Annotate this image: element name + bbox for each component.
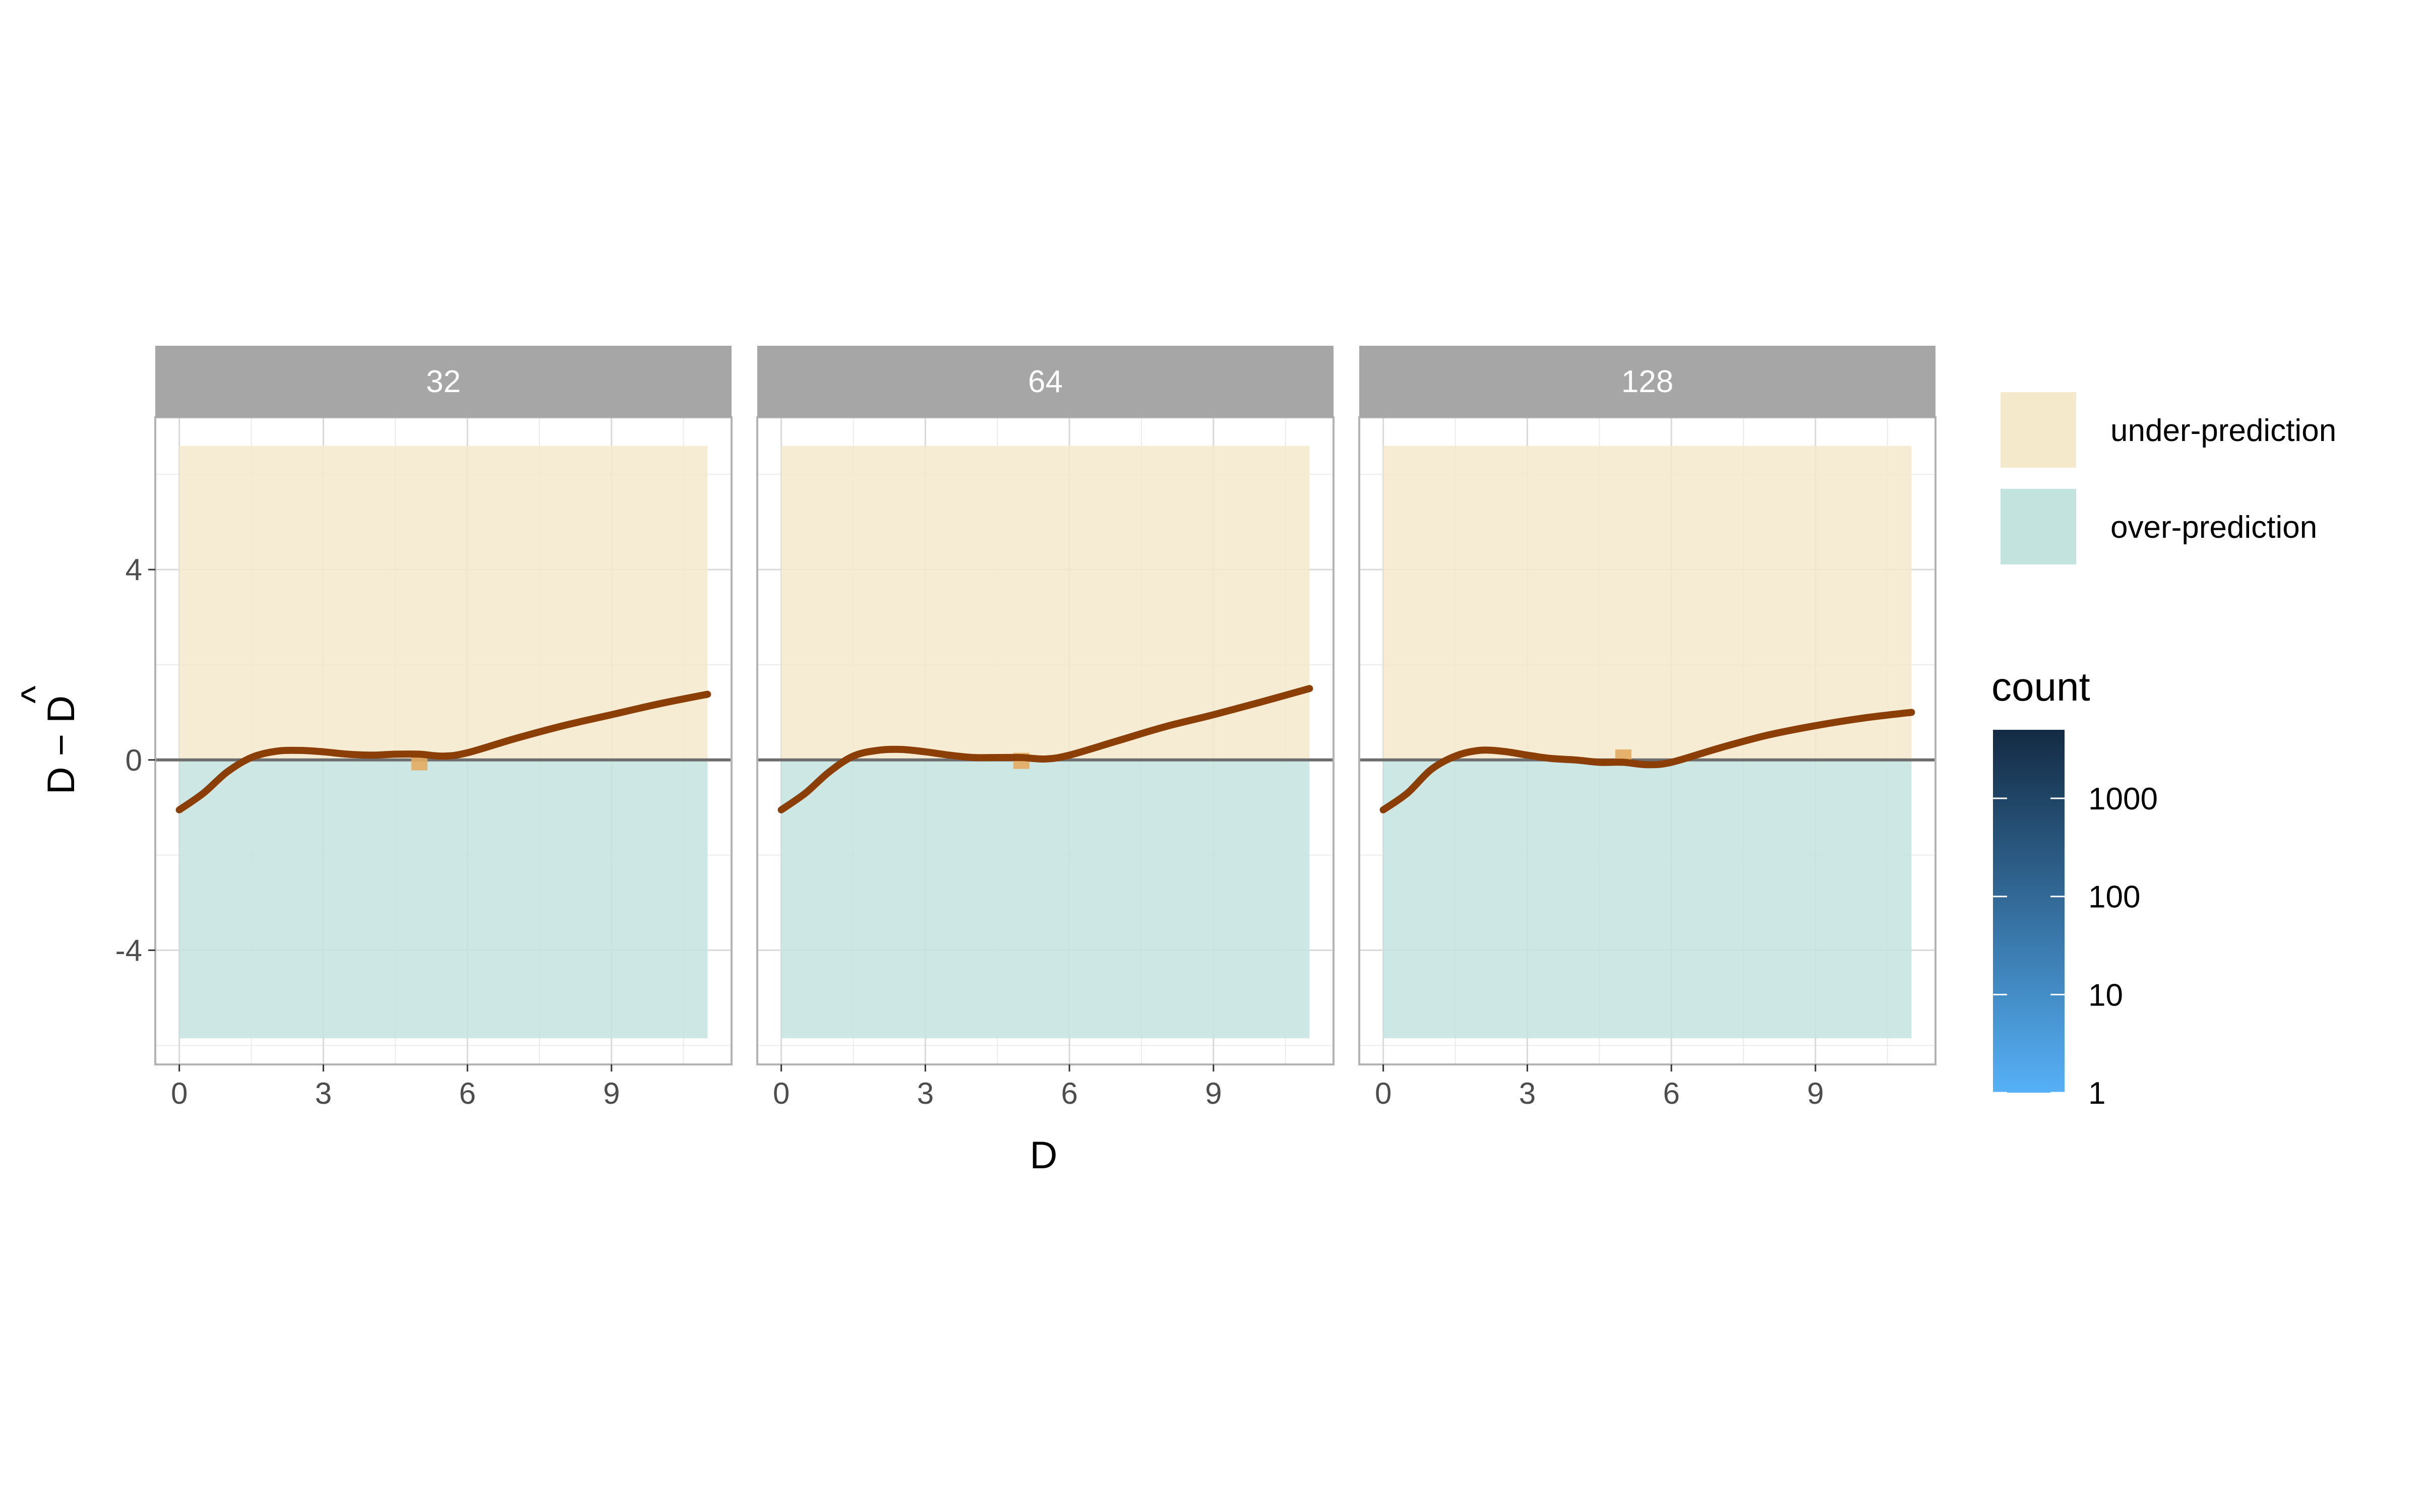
facet-strip-label: 128 bbox=[1621, 364, 1673, 399]
facet-strip bbox=[1359, 346, 1935, 417]
facet-strip-label: 32 bbox=[426, 364, 461, 399]
legend-key-under-prediction bbox=[2001, 392, 2076, 468]
y-axis-title-hat: ^ bbox=[14, 685, 56, 704]
region-under-prediction bbox=[179, 446, 708, 760]
colorbar-gradient bbox=[1993, 730, 2065, 1093]
colorbar-label: 10 bbox=[2088, 978, 2123, 1013]
x-tick-label: 6 bbox=[459, 1077, 475, 1110]
x-tick-label: 0 bbox=[773, 1077, 790, 1110]
y-tick-label: 0 bbox=[126, 743, 142, 777]
x-tick-label: 0 bbox=[171, 1077, 188, 1110]
legend-label-over-prediction: over-prediction bbox=[2110, 510, 2317, 545]
colorbar-label: 100 bbox=[2088, 880, 2140, 915]
x-axis-title: D bbox=[1030, 1134, 1058, 1177]
colorbar-label: 1 bbox=[2088, 1076, 2105, 1111]
x-tick-label: 6 bbox=[1663, 1077, 1679, 1110]
y-axis-title: D − D ^ bbox=[14, 685, 83, 794]
x-tick-label: 3 bbox=[917, 1077, 934, 1110]
y-axis-title-base: D − D bbox=[40, 696, 83, 794]
legend-key-over-prediction bbox=[2001, 489, 2076, 564]
smooth-curve bbox=[777, 685, 1313, 813]
facet-strip bbox=[757, 346, 1334, 417]
x-tick-label: 6 bbox=[1061, 1077, 1077, 1110]
facet-panel-32: 32 0 3 6 9 -4 0 4 bbox=[115, 346, 733, 1110]
y-tick-label: 4 bbox=[126, 553, 142, 587]
x-tick-label: 0 bbox=[1375, 1077, 1392, 1110]
x-tick-label: 9 bbox=[603, 1077, 620, 1110]
region-over-prediction bbox=[1383, 760, 1912, 1039]
region-under-prediction bbox=[781, 446, 1310, 760]
colorbar-label: 1000 bbox=[2088, 782, 2158, 816]
x-tick-label: 3 bbox=[315, 1077, 332, 1110]
facet-strip-label: 64 bbox=[1028, 364, 1063, 399]
count-colorbar-legend: count 1 10 100 1000 bbox=[1991, 664, 2158, 1111]
x-tick-label: 9 bbox=[1807, 1077, 1824, 1110]
region-over-prediction bbox=[179, 760, 708, 1039]
smooth-curve bbox=[1379, 709, 1915, 813]
facet-strip bbox=[155, 346, 732, 417]
colorbar-title: count bbox=[1991, 664, 2090, 709]
region-over-prediction bbox=[781, 760, 1310, 1039]
smooth-curve bbox=[175, 690, 711, 813]
facet-panel-128: 128 0 3 6 9 bbox=[1358, 346, 1937, 1110]
facet-panel-64: 64 0 3 6 9 bbox=[756, 346, 1335, 1110]
x-tick-label: 9 bbox=[1205, 1077, 1222, 1110]
x-tick-label: 3 bbox=[1519, 1077, 1536, 1110]
y-tick-label: -4 bbox=[115, 933, 142, 967]
fill-legend: under-prediction over-prediction bbox=[2001, 392, 2336, 564]
legend-label-under-prediction: under-prediction bbox=[2110, 413, 2336, 448]
region-under-prediction bbox=[1383, 446, 1912, 760]
